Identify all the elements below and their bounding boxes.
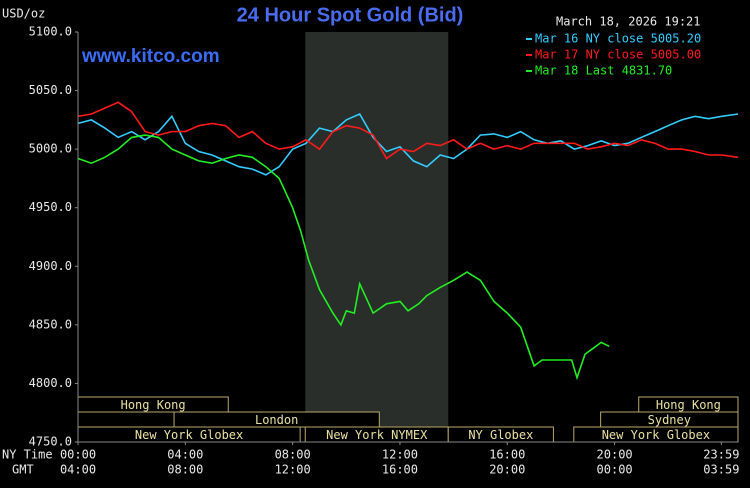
session-label: Hong Kong (121, 398, 186, 412)
y-tick-label: 4850.0 (29, 317, 72, 331)
session-label: Hong Kong (656, 398, 721, 412)
y-tick-label: 5000.0 (29, 142, 72, 156)
price-line (77, 101, 739, 160)
session-label: London (255, 413, 298, 427)
watermark: www.kitco.com (81, 46, 220, 67)
x2-tick-label: 16:00 (382, 463, 418, 477)
price-line (77, 112, 739, 176)
session-label: New York Globex (135, 428, 243, 442)
x2-axis-label: GMT (12, 463, 34, 477)
x-tick-label: 23:59 (703, 448, 739, 462)
legend-label: Mar 17 NY close 5005.00 (535, 48, 701, 62)
x-tick-label: 04:00 (167, 448, 203, 462)
unit-label: USD/oz (2, 7, 45, 21)
y-tick-label: 5100.0 (29, 25, 72, 39)
timestamp: March 18, 2026 19:21 (556, 15, 701, 29)
x-tick-label: 00:00 (60, 448, 96, 462)
shaded-session (305, 32, 449, 442)
x-tick-label: 12:00 (382, 448, 418, 462)
x2-tick-label: 20:00 (489, 463, 525, 477)
price-line (77, 134, 610, 381)
session-label: NY Globex (468, 428, 533, 442)
y-tick-label: 4950.0 (29, 200, 72, 214)
session-label: New York Globex (602, 428, 710, 442)
session-label: Sydney (648, 413, 691, 427)
x2-tick-label: 08:00 (167, 463, 203, 477)
x-tick-label: 20:00 (597, 448, 633, 462)
y-tick-label: 4800.0 (29, 376, 72, 390)
session-label: New York NYMEX (326, 428, 428, 442)
y-tick-label: 4750.0 (29, 435, 72, 449)
x-tick-label: 16:00 (489, 448, 525, 462)
legend-label: Mar 18 Last 4831.70 (535, 64, 672, 78)
x2-tick-label: 04:00 (60, 463, 96, 477)
y-tick-label: 4900.0 (29, 259, 72, 273)
x2-tick-label: 00:00 (597, 463, 633, 477)
x2-tick-label: 12:00 (275, 463, 311, 477)
x2-tick-label: 03:59 (703, 463, 739, 477)
y-tick-label: 5050.0 (29, 83, 72, 97)
x-axis-label: NY Time (2, 448, 53, 462)
x-tick-label: 08:00 (275, 448, 311, 462)
legend-label: Mar 16 NY close 5005.20 (535, 32, 701, 46)
chart-title: 24 Hour Spot Gold (Bid) (237, 4, 464, 26)
